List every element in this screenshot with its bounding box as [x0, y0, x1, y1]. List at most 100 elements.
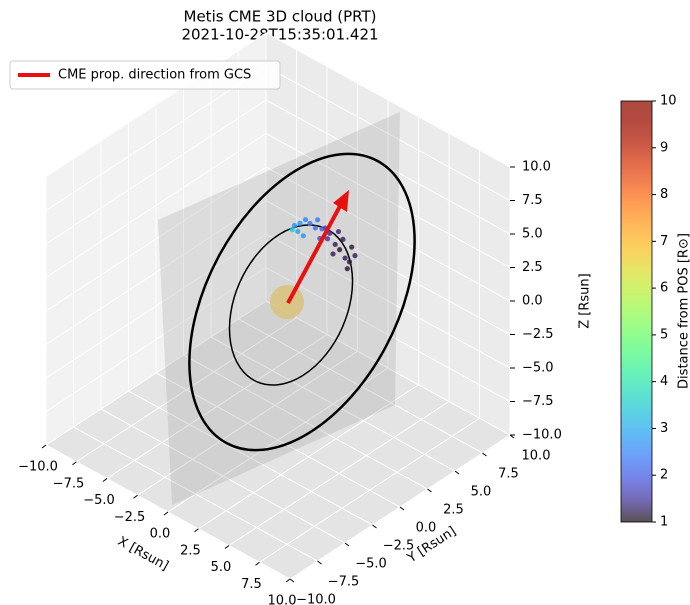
z-tick-label: 2.5	[522, 260, 543, 275]
z-tick-label: 0.0	[522, 294, 543, 309]
point	[335, 228, 342, 235]
y-tick	[399, 506, 405, 511]
direction-arrow	[286, 190, 349, 304]
point	[342, 255, 348, 261]
point	[349, 244, 355, 250]
point	[312, 225, 318, 231]
x-tick-label: 0.0	[150, 527, 171, 542]
y-tick-label: 2.5	[443, 503, 464, 518]
x-tick	[41, 444, 47, 449]
z-tick-label: 10.0	[522, 160, 551, 175]
grid-line	[45, 66, 267, 211]
grid-line	[210, 336, 456, 472]
chart-subtitle: 2021-10-28T15:35:01.421	[181, 26, 378, 44]
colorbar-tick-label: 8	[660, 187, 668, 202]
z-tick-label: −10.0	[522, 428, 562, 443]
x-tick-label: 5.0	[211, 560, 232, 575]
y-tick-label: −7.5	[328, 575, 360, 590]
grid-line	[265, 200, 511, 335]
colorbar-label: Distance from POS [R⊙]	[677, 233, 690, 389]
y-tick	[427, 488, 432, 493]
x-tick	[163, 511, 169, 516]
outer-ellipse	[188, 152, 416, 452]
point	[324, 236, 331, 242]
grid-line	[265, 133, 511, 268]
grid-line	[183, 354, 428, 490]
x-tick	[224, 545, 230, 549]
z-tick-label: −5.0	[522, 361, 554, 376]
grid-line	[265, 166, 511, 302]
z-tick-label: −7.5	[522, 394, 554, 409]
y-tick	[482, 452, 487, 457]
point	[295, 228, 301, 234]
y-tick	[344, 542, 350, 547]
point	[291, 222, 298, 229]
grid-line	[45, 200, 267, 345]
x-tick-label: −10.0	[18, 460, 58, 475]
colorbar-tick-label: 6	[660, 281, 668, 296]
point	[327, 230, 333, 236]
x-tick	[102, 478, 108, 482]
grid-line	[45, 32, 267, 178]
point	[332, 241, 338, 248]
colorbar-tick-label: 2	[660, 468, 668, 483]
y-tick	[289, 578, 295, 583]
y-tick	[317, 560, 322, 565]
x-tick-label: 2.5	[180, 543, 201, 558]
x-tick-label: −5.0	[83, 493, 115, 508]
colorbar-tick-label: 9	[660, 140, 668, 155]
grid-line	[45, 233, 267, 379]
z-axis-label: Z [Rsun]	[578, 273, 593, 328]
point	[330, 251, 336, 257]
grid-line	[265, 32, 511, 168]
colorbar: Distance from POS [R⊙] 1 2 3 4 5 6 7 8 9 10	[620, 94, 690, 530]
y-tick-label: −5.0	[355, 557, 387, 572]
x-tick	[285, 578, 291, 583]
grid-line	[265, 233, 511, 369]
x-tick-label: 7.5	[241, 577, 262, 592]
y-tick-label: −10.0	[296, 593, 336, 605]
y-tick-label: 7.5	[498, 467, 519, 482]
grid-line	[265, 300, 511, 436]
colorbar-tick-label: 4	[660, 374, 668, 389]
grid-line	[155, 372, 401, 508]
point	[315, 217, 321, 223]
grid-line	[100, 408, 346, 544]
x-tick-label: −7.5	[53, 476, 85, 491]
colorbar-tick-label: 5	[660, 327, 668, 342]
point	[344, 266, 350, 272]
y-tick-label: 10.0	[522, 449, 551, 464]
point	[289, 227, 295, 233]
grid-line	[128, 390, 373, 526]
colorbar-tick-label: 10	[660, 94, 677, 109]
grid-line	[45, 444, 291, 580]
x-tick	[194, 528, 199, 533]
z-tick-label: −2.5	[522, 327, 554, 342]
point	[300, 233, 306, 239]
legend-box	[9, 60, 281, 90]
arrow-shaft	[286, 205, 342, 304]
y-tick-label: −2.5	[383, 539, 415, 554]
grid-line	[45, 166, 267, 312]
grid-line	[45, 133, 267, 278]
point	[307, 220, 313, 227]
colorbar-tick-label: 3	[660, 421, 668, 436]
colorbar-tick-label: 1	[660, 515, 668, 530]
grid-line	[265, 66, 511, 201]
legend-label: CME prop. direction from GCS	[58, 68, 251, 83]
grid-line	[45, 99, 267, 245]
point	[302, 217, 309, 223]
legend: CME prop. direction from GCS	[9, 60, 281, 90]
points	[289, 217, 358, 272]
x-tick-label: −2.5	[114, 510, 146, 525]
x-tick-label: 10.0	[268, 594, 297, 605]
chart-title: Metis CME 3D cloud (PRT)	[184, 8, 377, 26]
y-tick	[372, 524, 377, 529]
z-tick-label: 5.0	[522, 227, 543, 242]
point	[346, 259, 353, 265]
y-tick	[454, 470, 460, 475]
colorbar-body	[620, 100, 653, 523]
z-tick-label: 7.5	[522, 193, 543, 208]
axes-panes	[45, 32, 511, 580]
